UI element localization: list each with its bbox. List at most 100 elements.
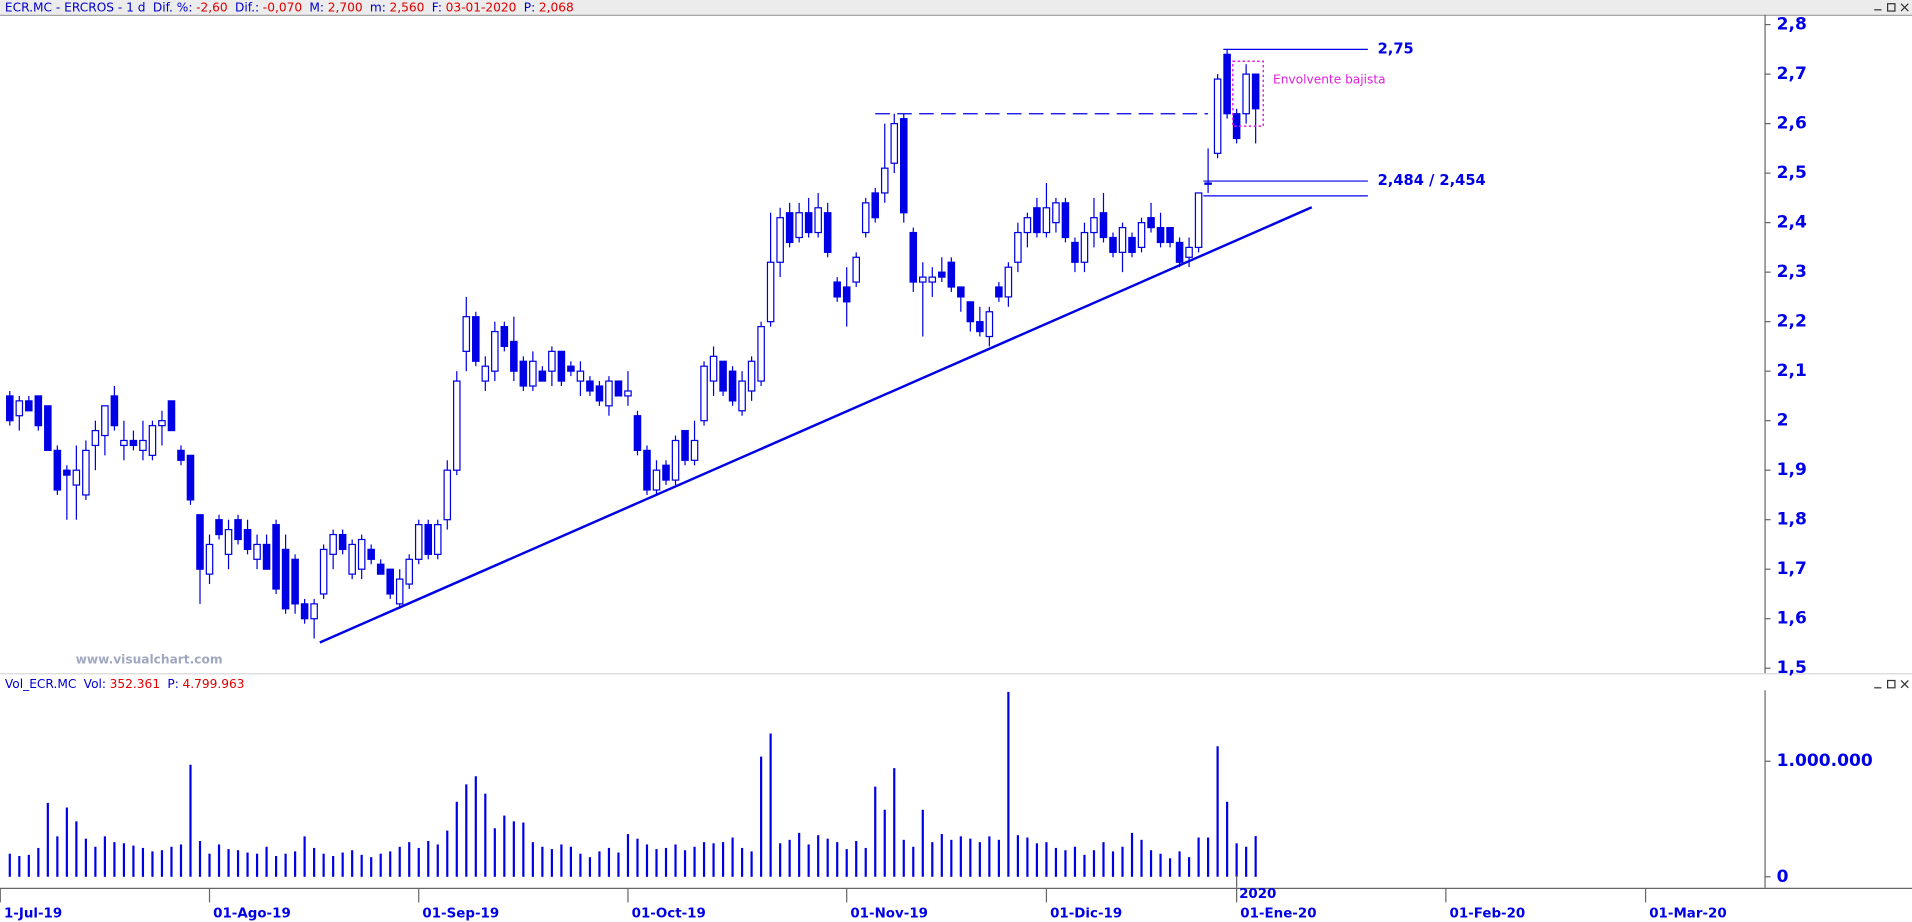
candle-body [652,469,661,491]
candle-body [624,390,632,397]
candle-body [158,420,166,427]
candle-body [823,212,832,253]
x-tick-label: 01-Sep-19 [422,906,499,921]
candle-body [776,217,784,263]
stat-label: Dif. %: [153,0,193,14]
candle-body [605,380,613,407]
watermark: www.visualchart.com [76,652,223,666]
candle-body [928,276,937,283]
window-buttons[interactable] [1874,3,1909,12]
level-label: 2,484 / 2,454 [1378,172,1486,189]
stat-label: Dif.: [235,0,259,14]
stat-value: 2,068 [539,0,574,14]
candle-body [500,326,509,348]
stat-label: P: [524,0,535,14]
candle-body [319,548,328,595]
candle-body [966,301,975,323]
candle-body [405,558,414,585]
candle-body [938,271,946,278]
candle-body [15,400,24,417]
candle-body [291,558,299,605]
x-tick-label: 01-Oct-19 [632,906,706,921]
candle-body [548,350,556,372]
candle-body [1194,192,1203,249]
candle-body [110,395,119,427]
candle-body [852,256,860,283]
candle-body [386,568,394,595]
trendline [319,206,1313,644]
candle-body [614,380,623,397]
candle-body [709,355,718,382]
x-tick-label: 1-Jul-19 [4,906,62,921]
candle-body [234,519,242,541]
candle-body [148,425,157,456]
y-tick-label: 2 [1777,411,1789,431]
candle-body [443,469,452,521]
candle-body [671,439,680,481]
y-tick-label: 1,8 [1777,510,1807,530]
candle-body [1090,217,1098,234]
candle-body [1137,222,1146,249]
candle-body [1033,207,1041,234]
header-title: Vol_ECR.MC [5,677,76,691]
stat-value: -0,070 [263,0,302,14]
candle-body [414,524,423,560]
candle-body [367,548,375,560]
y-tick-label: 0 [1777,867,1789,887]
year-label: 2020 [1239,887,1276,902]
candle-body [586,380,594,392]
candle-body [1052,202,1060,224]
candle-body [196,514,204,570]
window-buttons[interactable] [1874,679,1909,689]
maximize[interactable] [1887,3,1896,12]
candle-body [985,311,994,338]
candle-body [120,439,128,447]
candle-body [690,439,699,461]
candle-body [519,360,528,387]
candle-body [785,212,794,244]
candle-body [871,192,880,219]
candle-body [348,543,356,575]
candle-body [424,524,433,555]
panel-header: Vol_ECR.MC Vol: 352.361 P: 4.799.963 [5,677,245,691]
candle-body [272,524,280,590]
candle-body [224,528,233,555]
stat-label: M: [309,0,324,14]
x-tick-label: 01-Nov-19 [850,906,928,921]
candle-body [53,449,62,491]
candle-body [1128,236,1136,253]
y-tick-label: 2,7 [1777,64,1807,84]
y-tick-label: 1,7 [1777,559,1807,579]
candle-body [376,563,385,575]
y-tick-label: 1,6 [1777,609,1807,629]
candle-body [1175,241,1184,263]
stat-label: F: [432,0,442,14]
candle-body [433,524,442,555]
candle-body [1099,212,1108,239]
candle-body [25,400,33,412]
candle-body [795,212,803,239]
candle-body [1213,78,1222,154]
candle-body [101,405,109,437]
candle-body [329,533,337,555]
y-tick-label: 1,9 [1777,460,1807,480]
maximize[interactable] [1887,679,1896,689]
candle-body [719,360,727,392]
candle-body [310,603,318,620]
candle-body [167,400,176,432]
candle-body [976,321,984,333]
candle-body [995,286,1003,298]
candle-body [1118,226,1127,253]
header-bar [0,0,1912,15]
stat-label: m: [370,0,386,14]
candle-body [215,519,223,536]
x-tick-label: 01-Mar-20 [1649,906,1726,921]
candle-body [510,340,518,372]
candle-body [633,415,642,451]
x-tick-label: 01-Feb-20 [1450,906,1526,921]
close[interactable] [1900,3,1909,12]
candle-body [957,286,965,298]
close[interactable] [1900,680,1909,689]
candle-body [804,212,813,234]
